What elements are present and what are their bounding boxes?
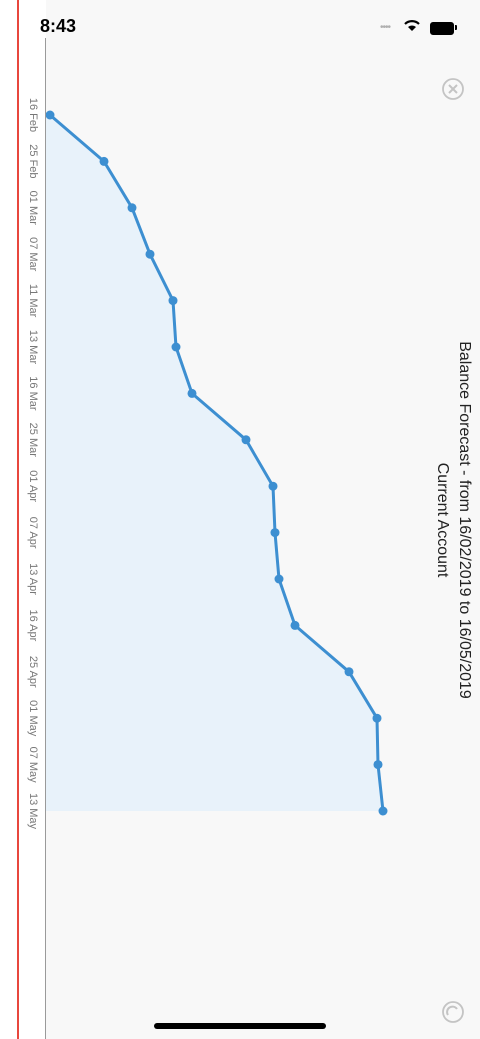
x-axis-line bbox=[45, 38, 46, 1039]
data-point-1[interactable] bbox=[99, 156, 109, 166]
data-point-3[interactable] bbox=[145, 249, 155, 259]
battery-icon bbox=[430, 22, 454, 35]
x-tick-label: 01 Mar bbox=[27, 191, 39, 226]
data-point-13[interactable] bbox=[372, 713, 382, 723]
x-tick-label: 07 May bbox=[27, 747, 39, 784]
data-point-15[interactable] bbox=[378, 806, 388, 816]
x-tick-label: 01 Apr bbox=[27, 470, 39, 502]
x-tick-label: 11 Mar bbox=[27, 284, 39, 318]
data-point-8[interactable] bbox=[268, 481, 278, 491]
status-time: 8:43 bbox=[40, 16, 77, 36]
data-point-9[interactable] bbox=[270, 528, 280, 538]
data-point-14[interactable] bbox=[373, 760, 383, 770]
chart-subtitle: Current Account bbox=[434, 463, 451, 578]
right-margin bbox=[434, 0, 480, 1039]
close-circle-icon[interactable] bbox=[441, 77, 465, 101]
cellular-signal-icon: •••• bbox=[380, 22, 391, 33]
chart-area bbox=[45, 110, 388, 816]
battery-tip bbox=[455, 25, 457, 30]
wifi-icon bbox=[404, 20, 420, 31]
refresh-circle-icon[interactable] bbox=[441, 1000, 465, 1024]
data-point-4[interactable] bbox=[168, 296, 178, 306]
data-point-6[interactable] bbox=[187, 388, 197, 398]
x-tick-label: 16 Feb bbox=[27, 98, 39, 132]
x-tick-labels: 16 Feb 25 Feb 01 Mar 07 Mar 11 Mar 13 Mar 16 M… bbox=[27, 98, 39, 830]
x-tick-label: 07 Mar bbox=[27, 237, 39, 272]
x-tick-label: 13 Mar bbox=[27, 330, 39, 365]
x-tick-label: 16 Apr bbox=[27, 609, 39, 641]
x-tick-label: 13 May bbox=[27, 793, 39, 830]
x-tick-label: 16 Mar bbox=[27, 376, 39, 411]
series-line bbox=[49, 113, 385, 812]
x-tick-label: 25 Feb bbox=[27, 144, 39, 178]
area-fill bbox=[46, 115, 383, 811]
left-margin bbox=[0, 0, 46, 1039]
x-tick-label: 07 Apr bbox=[27, 517, 39, 549]
data-point-12[interactable] bbox=[344, 667, 354, 677]
chart-title: Balance Forecast - from 16/02/2019 to 16… bbox=[456, 341, 473, 699]
data-point-0[interactable] bbox=[45, 110, 55, 120]
data-point-7[interactable] bbox=[241, 435, 251, 445]
x-tick-label: 13 Apr bbox=[27, 563, 39, 595]
data-point-11[interactable] bbox=[290, 620, 300, 630]
x-tick-label: 01 May bbox=[27, 700, 39, 737]
data-point-2[interactable] bbox=[127, 203, 137, 213]
x-tick-label: 25 Apr bbox=[27, 656, 39, 688]
data-point-5[interactable] bbox=[171, 342, 181, 352]
home-indicator bbox=[154, 1023, 326, 1029]
x-tick-label: 25 Mar bbox=[27, 423, 39, 458]
red-accent-line bbox=[17, 0, 19, 1039]
data-point-10[interactable] bbox=[274, 574, 284, 584]
